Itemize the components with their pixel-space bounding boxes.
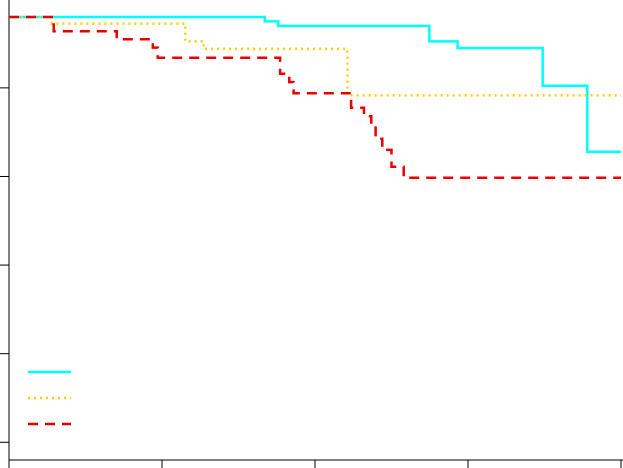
series-line-3 [9, 15, 621, 180]
series-line-1 [9, 15, 621, 153]
y-axis-ticks [0, 87, 9, 443]
x-axis-ticks [8, 460, 622, 468]
legend [28, 370, 71, 426]
series-lines [9, 15, 621, 180]
series-line-2 [9, 15, 621, 97]
